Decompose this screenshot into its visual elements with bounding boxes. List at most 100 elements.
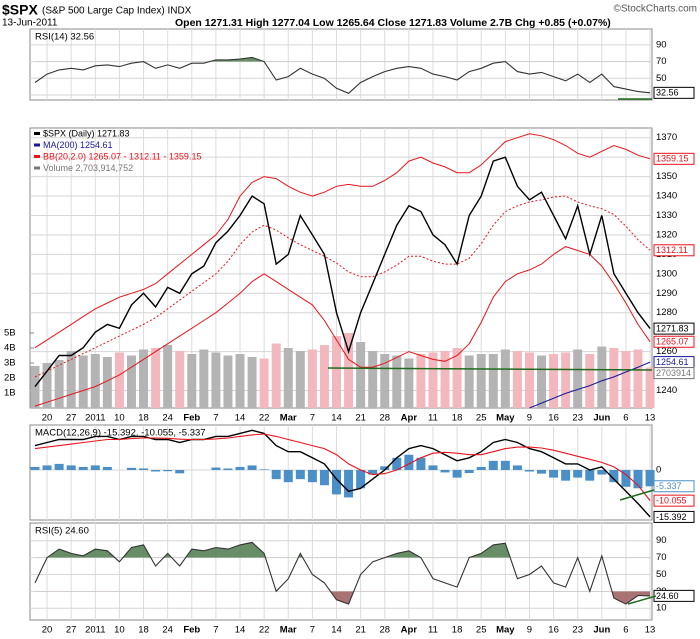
histogram-bar bbox=[440, 469, 450, 473]
y-tick-label: 1350 bbox=[656, 171, 677, 182]
x-tick-label: 28 bbox=[379, 625, 390, 636]
histogram-bar bbox=[90, 465, 100, 470]
value-label: 2703914 bbox=[656, 368, 691, 378]
x-tick-label: 14 bbox=[331, 625, 342, 636]
volume-bar bbox=[392, 355, 402, 408]
value-label-box bbox=[653, 494, 695, 507]
volume-bar bbox=[428, 352, 438, 408]
y-tick-label: 70 bbox=[656, 552, 667, 563]
symbol: $SPX bbox=[2, 2, 38, 18]
x-tick-label: May bbox=[496, 625, 515, 636]
source: ©StockCharts.com bbox=[613, 4, 697, 15]
plot-layer: 20 27 2011 10 18 24 Feb 7 14 22 Mar 7 14 21 28 Apr 11 18 2… bbox=[4, 29, 695, 636]
x-tick-label: 9 bbox=[527, 413, 532, 424]
x-tick-label: 24 bbox=[162, 625, 173, 636]
histogram-bar bbox=[452, 469, 462, 478]
volume-bar bbox=[332, 336, 341, 408]
histogram-bar bbox=[597, 469, 607, 475]
zone-fill bbox=[35, 57, 650, 95]
y-tick-label: 1330 bbox=[656, 210, 677, 221]
x-tick-label: 20 bbox=[42, 625, 53, 636]
volume-bar bbox=[102, 357, 112, 408]
symbol-name: (S&P 500 Large Cap Index) INDX bbox=[42, 6, 192, 17]
histogram-bar bbox=[428, 465, 438, 470]
band-line bbox=[34, 246, 651, 407]
volume-bar bbox=[247, 357, 257, 408]
histogram-bar bbox=[356, 469, 366, 489]
histogram-bar bbox=[512, 465, 522, 470]
legend-swatch bbox=[34, 166, 40, 170]
indicator-line bbox=[34, 56, 651, 94]
histogram-bar bbox=[102, 466, 112, 470]
y-tick-label: 1280 bbox=[656, 307, 677, 318]
x-tick-label: Jun bbox=[593, 413, 610, 424]
legend-label: Volume 2,703,914,752 bbox=[43, 163, 133, 173]
value-label: 32.56 bbox=[656, 88, 679, 98]
zone-fill bbox=[35, 591, 651, 604]
legend-label: MA(200) 1254.61 bbox=[43, 140, 113, 150]
x-tick-label: 2011 bbox=[85, 625, 105, 636]
volume-bar bbox=[223, 355, 233, 408]
x-tick-label: 7 bbox=[310, 625, 315, 636]
volume-bar bbox=[464, 355, 474, 408]
value-label-box bbox=[653, 86, 695, 99]
histogram-bar bbox=[30, 466, 40, 470]
volume-tick-label: 4B bbox=[4, 343, 16, 354]
volume-bar bbox=[163, 345, 173, 408]
value-label-box bbox=[653, 244, 695, 257]
y-tick-label: 1320 bbox=[656, 229, 677, 240]
volume-bar bbox=[151, 348, 161, 408]
x-tick-label: 10 bbox=[114, 413, 125, 424]
volume-bar bbox=[561, 352, 571, 408]
x-tick-label: Jun bbox=[593, 625, 610, 636]
value-label: 1254.61 bbox=[656, 357, 689, 367]
volume-bar bbox=[380, 354, 390, 408]
volume-bar bbox=[259, 358, 269, 408]
volume-bar bbox=[537, 355, 547, 408]
histogram-bar bbox=[235, 466, 245, 470]
value-label-box bbox=[653, 152, 695, 165]
value-label-box bbox=[653, 510, 695, 523]
volume-bar bbox=[609, 348, 619, 408]
volume-bar bbox=[307, 349, 317, 408]
value-label: -5.337 bbox=[656, 481, 682, 491]
histogram-bar bbox=[78, 466, 88, 470]
volume-bar bbox=[524, 352, 534, 408]
legend-swatch bbox=[34, 155, 40, 158]
x-tick-label: 18 bbox=[138, 413, 149, 424]
volume-bar bbox=[114, 352, 124, 408]
histogram-bar bbox=[175, 469, 185, 474]
volume-bar bbox=[476, 354, 486, 408]
volume-bar bbox=[500, 349, 510, 408]
volume-bar bbox=[549, 354, 559, 408]
y-tick-label: 10 bbox=[656, 603, 667, 614]
histogram-bar bbox=[500, 460, 510, 470]
histogram-bar bbox=[211, 467, 221, 470]
y-tick-label: 1260 bbox=[656, 346, 677, 357]
x-tick-label: 21 bbox=[355, 625, 366, 636]
x-tick-label: 9 bbox=[527, 625, 532, 636]
histogram-bar bbox=[561, 469, 571, 481]
histogram-bar bbox=[633, 469, 643, 489]
histogram-bar bbox=[247, 465, 257, 470]
y-tick-label: 0 bbox=[656, 464, 661, 475]
histogram-bar bbox=[54, 463, 64, 470]
x-tick-label: 23 bbox=[572, 625, 583, 636]
y-tick-label: 1240 bbox=[656, 385, 677, 396]
value-label: -15.392 bbox=[656, 512, 687, 522]
x-tick-label: Apr bbox=[401, 625, 418, 636]
trend-line bbox=[627, 595, 657, 605]
volume-bar bbox=[126, 355, 136, 408]
quote: Open 1271.31 High 1277.04 Low 1265.64 Cl… bbox=[175, 17, 611, 29]
value-label-box bbox=[653, 367, 695, 380]
value-label: 1359.15 bbox=[656, 154, 689, 164]
x-tick-label: 7 bbox=[310, 413, 315, 424]
x-tick-label: 6 bbox=[623, 413, 628, 424]
value-label: 24.60 bbox=[656, 591, 679, 601]
y-tick-label: 50 bbox=[656, 73, 667, 84]
x-tick-label: 13 bbox=[645, 625, 656, 636]
volume-bar bbox=[633, 349, 643, 408]
x-tick-label: 14 bbox=[235, 625, 246, 636]
x-tick-label: 18 bbox=[452, 413, 463, 424]
